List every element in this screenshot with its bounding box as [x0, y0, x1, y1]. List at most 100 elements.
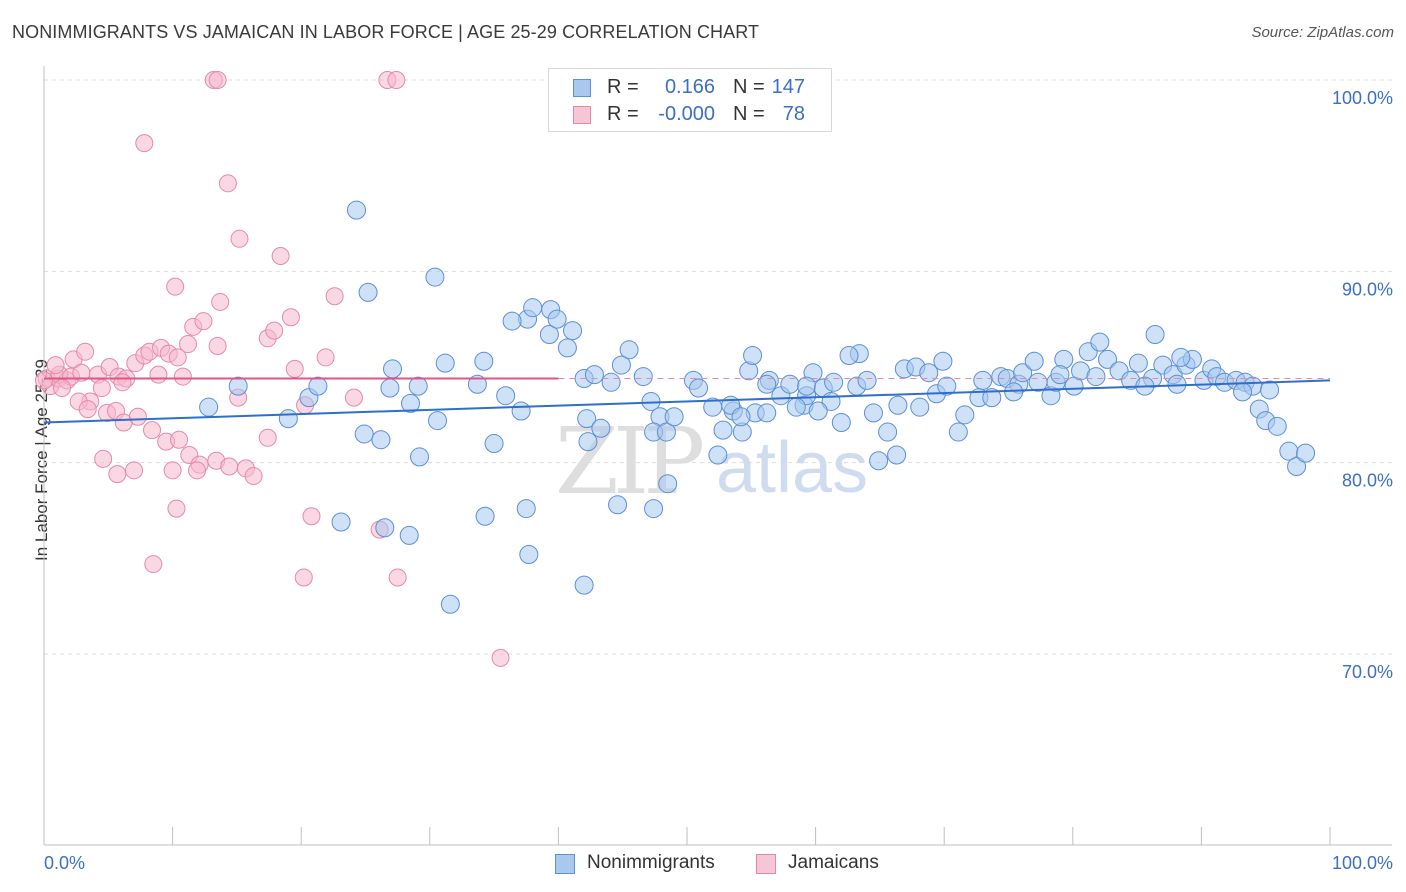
nonimmigrants-point — [1024, 351, 1044, 371]
nonimmigrants-point — [863, 403, 883, 423]
nonimmigrants-point — [475, 506, 495, 526]
nonimmigrants-point — [1028, 372, 1048, 392]
nonimmigrants-point — [278, 409, 298, 429]
nonimmigrants-point — [1013, 363, 1033, 383]
jamaicans-point — [316, 348, 335, 367]
nonimmigrants-point — [523, 298, 543, 318]
nonimmigrants-point — [474, 351, 494, 371]
jamaicans-point — [208, 71, 227, 89]
nonimmigrants-point — [644, 499, 664, 519]
jamaicans-point — [265, 321, 284, 340]
nonimmigrants-point — [1171, 347, 1191, 367]
nonimmigrants-point — [780, 374, 800, 394]
legend-label-nonimmigrants: Nonimmigrants — [587, 852, 715, 873]
legend-r-label: R = — [607, 76, 639, 98]
nonimmigrants-point — [408, 376, 428, 396]
jamaicans-point — [285, 359, 304, 378]
legend-n-value: 78 — [782, 103, 805, 125]
nonimmigrants-point — [664, 407, 684, 427]
nonimmigrants-point — [955, 405, 975, 425]
jamaicans-point — [388, 568, 407, 587]
nonimmigrants-point — [708, 445, 728, 465]
jamaicans-point — [294, 568, 313, 587]
nonimmigrants-point — [888, 395, 908, 415]
nonimmigrants-point — [1233, 382, 1253, 402]
nonimmigrants-point — [563, 321, 583, 341]
jamaicans-point — [271, 247, 290, 266]
jamaicans-point — [281, 308, 300, 327]
nonimmigrants-point — [1128, 353, 1148, 373]
jamaicans-point — [168, 348, 187, 367]
trend-lines — [43, 377, 1331, 424]
jamaicans-point — [211, 292, 230, 311]
nonimmigrants-point — [1296, 443, 1316, 463]
jamaicans-point — [302, 507, 321, 526]
nonimmigrants-point — [839, 346, 859, 366]
nonimmigrants-point — [933, 351, 953, 371]
series-legend: Nonimmigrants Jamaicans — [0, 852, 1406, 878]
nonimmigrants-point — [869, 451, 889, 471]
nonimmigrants-point — [539, 324, 559, 344]
jamaicans-point — [344, 388, 363, 407]
nonimmigrants-point — [1287, 456, 1307, 476]
axes — [43, 66, 1392, 846]
nonimmigrants-point — [577, 409, 597, 429]
nonimmigrants-point — [584, 365, 604, 385]
jamaicans-point — [108, 465, 127, 484]
nonimmigrants-point — [547, 309, 567, 329]
nonimmigrants-point — [331, 512, 351, 532]
jamaicans-point — [92, 379, 111, 398]
legend-swatch-pink — [573, 106, 591, 124]
jamaicans-point — [72, 363, 91, 382]
nonimmigrants-point — [982, 388, 1002, 408]
nonimmigrants-point — [937, 376, 957, 396]
nonimmigrants-point — [399, 525, 419, 545]
jamaicans-point — [128, 407, 147, 426]
nonimmigrants-trend-line — [43, 379, 1331, 424]
nonimmigrants-point — [380, 378, 400, 398]
jamaicans-point — [78, 400, 97, 419]
jamaicans-point — [491, 648, 510, 667]
jamaicans-points — [35, 71, 510, 667]
jamaicans-point — [230, 229, 249, 248]
jamaicans-point — [194, 312, 213, 331]
jamaicans-point — [179, 335, 198, 354]
watermark: ZIP atlas — [555, 408, 868, 515]
y-tick-label: 90.0% — [1342, 279, 1393, 299]
chart-source: Source: ZipAtlas.com — [1251, 24, 1394, 41]
nonimmigrants-points — [199, 200, 1316, 614]
nonimmigrants-point — [354, 424, 374, 444]
nonimmigrants-point — [824, 372, 844, 392]
nonimmigrants-point — [371, 430, 391, 450]
nonimmigrants-point — [1098, 349, 1118, 369]
legend-n-label: N = — [733, 76, 765, 98]
nonimmigrants-point — [633, 367, 653, 387]
nonimmigrants-point — [516, 499, 536, 519]
nonimmigrants-point — [757, 374, 777, 394]
nonimmigrants-point — [1086, 367, 1106, 387]
nonimmigrants-point — [1260, 380, 1280, 400]
chart-title: NONIMMIGRANTS VS JAMAICAN IN LABOR FORCE… — [12, 22, 760, 42]
jamaicans-point — [143, 421, 162, 440]
y-tick-label: 70.0% — [1342, 662, 1393, 682]
legend-row-jamaicans: R = -0.000 N = 78 — [549, 100, 831, 128]
nonimmigrants-point — [428, 411, 448, 431]
nonimmigrants-point — [713, 420, 733, 440]
nonimmigrants-point — [658, 474, 678, 494]
nonimmigrants-point — [808, 401, 828, 421]
nonimmigrants-point — [948, 422, 968, 442]
jamaicans-point — [94, 449, 113, 468]
nonimmigrants-point — [1267, 416, 1287, 436]
nonimmigrants-point — [346, 200, 366, 220]
nonimmigrants-point — [496, 386, 516, 406]
jamaicans-point — [76, 342, 95, 361]
nonimmigrants-point — [511, 401, 531, 421]
nonimmigrants-point — [887, 445, 907, 465]
jamaicans-point — [220, 457, 239, 476]
nonimmigrants-point — [743, 346, 763, 366]
nonimmigrants-point — [973, 370, 993, 390]
nonimmigrants-point — [308, 376, 328, 396]
y-tick-label: 80.0% — [1342, 471, 1393, 491]
nonimmigrants-point — [440, 594, 460, 614]
